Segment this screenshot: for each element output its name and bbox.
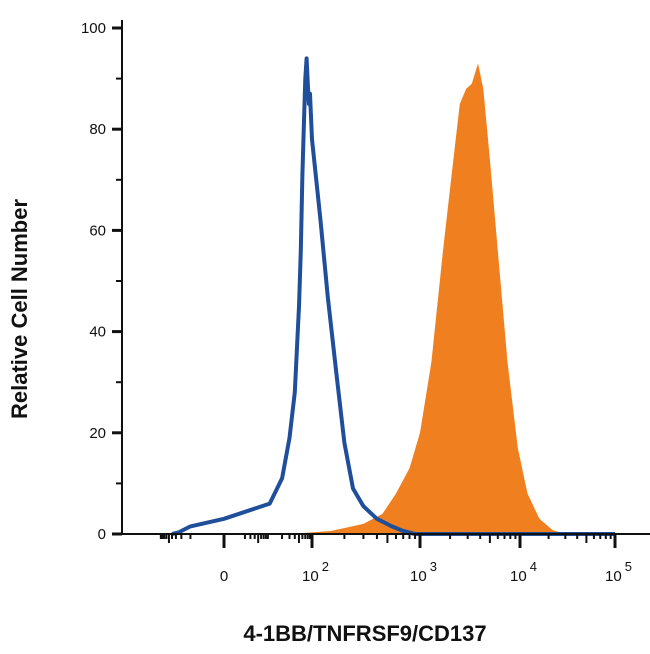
- y-tick-label: 100: [81, 20, 106, 37]
- x-tick-label: 0: [220, 568, 228, 585]
- x-tick-label: 102: [302, 559, 329, 585]
- y-axis-title: Relative Cell Number: [7, 199, 32, 420]
- series-outline-histogram: [171, 56, 615, 536]
- y-axis: 0 20 40 60 80 100: [81, 20, 123, 543]
- plot-area: [171, 56, 615, 536]
- x-tick-exponent: 3: [430, 559, 437, 574]
- y-tick-label: 80: [89, 121, 106, 138]
- x-tick-exponent: 4: [530, 559, 537, 574]
- y-tick-label: 20: [89, 425, 106, 442]
- x-tick-exponent: 5: [625, 559, 632, 574]
- y-tick-label: 40: [89, 324, 106, 341]
- x-axis-title: 4-1BB/TNFRSF9/CD137: [243, 621, 486, 646]
- x-tick-label: 104: [510, 559, 537, 585]
- series-filled-histogram: [172, 63, 615, 535]
- x-tick-label: 105: [605, 559, 632, 585]
- x-axis: 0 102 103 104 105: [122, 533, 650, 585]
- x-tick-exponent: 2: [322, 559, 329, 574]
- y-tick-label: 60: [89, 222, 106, 239]
- y-tick-label: 0: [98, 526, 106, 543]
- x-tick-label: 103: [410, 559, 437, 585]
